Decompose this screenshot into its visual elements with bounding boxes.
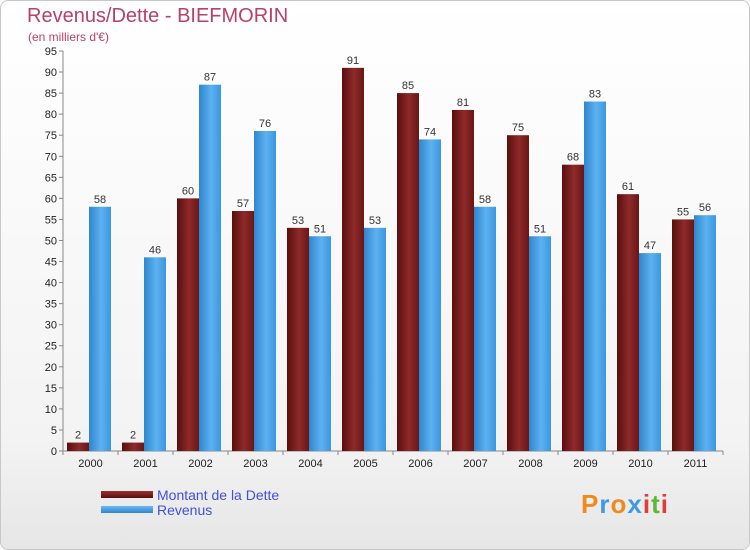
data-label-debt: 2 [75,430,81,442]
data-label-debt: 68 [567,152,579,164]
data-label-revenue: 56 [699,202,711,214]
legend-swatch-debt [101,491,153,498]
y-tick-label: 60 [45,193,57,205]
y-tick-label: 10 [45,404,57,416]
logo-letter: t [651,489,661,519]
y-tick-label: 15 [45,383,57,395]
data-label-revenue: 51 [314,223,326,235]
bar-revenue [309,236,331,451]
y-tick-label: 5 [51,425,57,437]
bar-debt [177,198,199,451]
y-tick-label: 55 [45,214,57,226]
logo-letter: i [660,489,669,519]
bar-debt [507,135,529,452]
data-label-revenue: 47 [644,240,656,252]
y-tick-label: 70 [45,151,57,163]
bar-debt [122,442,144,451]
bar-revenue [474,206,496,451]
x-tick-label: 2000 [78,458,102,470]
y-tick-label: 95 [45,46,57,58]
legend-swatch-revenue [101,506,153,513]
data-label-debt: 55 [677,206,689,218]
data-label-revenue: 87 [204,72,216,84]
data-label-revenue: 51 [534,223,546,235]
bar-revenue [199,84,221,452]
bar-revenue [144,257,166,451]
y-tick-label: 40 [45,278,57,290]
data-label-debt: 57 [237,198,249,210]
logo-letter: r [599,489,611,519]
bar-revenue [529,236,551,451]
data-label-revenue: 74 [424,126,436,138]
bar-revenue [639,253,661,451]
data-label-debt: 53 [292,215,304,227]
logo-letter: i [642,489,652,519]
y-tick-label: 0 [51,446,57,458]
x-tick-label: 2007 [463,458,487,470]
proxiti-logo: Proxiti [581,489,669,520]
legend-item-revenue: Revenus [101,501,279,518]
x-tick-label: 2008 [518,458,542,470]
data-label-debt: 61 [622,181,634,193]
x-tick-label: 2003 [243,458,267,470]
y-tick-label: 20 [45,362,57,374]
data-label-debt: 81 [457,97,469,109]
bar-debt [617,194,639,451]
x-tick-label: 2005 [353,458,377,470]
data-label-revenue: 76 [259,118,271,130]
bar-revenue [419,139,441,451]
x-tick-label: 2001 [133,458,157,470]
logo-letter: o [610,489,628,519]
bar-debt [342,67,364,451]
data-label-revenue: 58 [94,194,106,206]
y-tick-label: 50 [45,235,57,247]
data-label-revenue: 46 [149,244,161,256]
bar-debt [452,109,474,452]
data-label-debt: 75 [512,122,524,134]
x-tick-label: 2002 [188,458,212,470]
y-tick-label: 90 [45,67,57,79]
chart-title: Revenus/Dette - BIEFMORIN [27,5,289,27]
bar-debt [232,211,254,451]
bar-debt [287,227,309,451]
data-label-revenue: 58 [479,194,491,206]
y-tick-label: 80 [45,109,57,121]
legend-item-debt: Montant de la Dette [101,486,280,503]
y-tick-label: 35 [45,299,57,311]
y-tick-label: 75 [45,130,57,142]
data-label-debt: 85 [402,80,414,92]
bar-revenue [89,206,111,451]
bar-debt [67,442,89,451]
legend-label-debt: Montant de la Dette [157,486,280,503]
logo-letter: P [581,489,600,519]
data-label-debt: 60 [182,185,194,197]
chart-subtitle: (en milliers d'€) [28,30,109,44]
bar-revenue [584,101,606,452]
bar-debt [672,219,694,451]
x-tick-label: 2004 [298,458,322,470]
bar-debt [397,93,419,452]
x-tick-label: 2011 [684,458,708,470]
y-tick-label: 45 [45,257,57,269]
x-tick-label: 2009 [573,458,597,470]
logo-letter: x [627,489,643,519]
bar-debt [562,164,584,451]
bar-revenue [694,215,716,451]
data-label-revenue: 53 [369,215,381,227]
y-tick-label: 30 [45,320,57,332]
x-tick-label: 2010 [628,458,652,470]
y-tick-label: 25 [45,341,57,353]
data-label-debt: 91 [347,55,359,67]
bar-revenue [254,131,276,451]
legend-label-revenue: Revenus [157,501,213,518]
data-label-revenue: 83 [589,89,601,101]
y-tick-label: 65 [45,172,57,184]
y-tick-label: 85 [45,88,57,100]
x-tick-label: 2006 [408,458,432,470]
bar-revenue [364,227,386,451]
legend: Montant de la Dette Revenus [101,486,280,518]
data-label-debt: 2 [130,430,136,442]
